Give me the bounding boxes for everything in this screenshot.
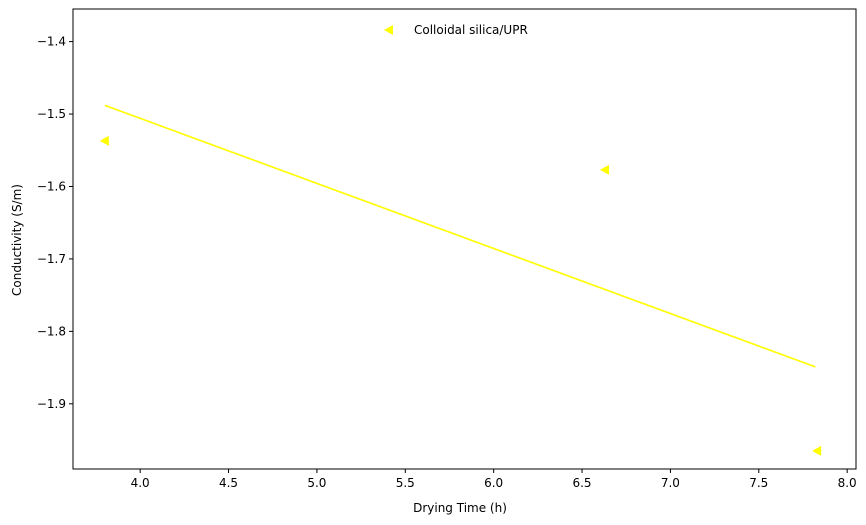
data-point	[812, 445, 822, 456]
y-tick-label: −1.7	[37, 252, 66, 266]
x-tick-label: 5.5	[396, 476, 415, 490]
x-axis-ticks: 4.0 4.5 5.0 5.5 6.0 6.5 7.0 7.5 8.0	[131, 469, 857, 490]
x-tick-label: 6.5	[572, 476, 591, 490]
legend: Colloidal silica/UPR	[384, 23, 528, 37]
x-axis-label: Drying Time (h)	[413, 501, 507, 515]
x-tick-label: 5.0	[307, 476, 326, 490]
fit-line-group	[104, 104, 816, 368]
data-points	[99, 135, 822, 456]
y-tick-label: −1.5	[37, 107, 66, 121]
y-tick-label: −1.8	[37, 324, 66, 338]
fit-line	[104, 104, 816, 368]
y-tick-label: −1.6	[37, 179, 66, 193]
data-point	[99, 135, 109, 146]
x-tick-label: 4.5	[219, 476, 238, 490]
x-tick-label: 7.5	[749, 476, 768, 490]
legend-marker	[384, 25, 393, 35]
y-axis-label: Conductivity (S/m)	[10, 184, 24, 296]
x-tick-label: 8.0	[838, 476, 857, 490]
data-point	[600, 164, 610, 175]
x-tick-label: 7.0	[661, 476, 680, 490]
plot-frame	[72, 8, 857, 470]
y-tick-label: −1.4	[37, 35, 66, 49]
legend-label: Colloidal silica/UPR	[414, 23, 528, 37]
plot-area	[72, 8, 857, 470]
y-axis-ticks: −1.4 −1.5 −1.6 −1.7 −1.8 −1.9	[37, 35, 73, 411]
x-tick-label: 4.0	[131, 476, 150, 490]
x-tick-label: 6.0	[484, 476, 503, 490]
y-tick-label: −1.9	[37, 397, 66, 411]
